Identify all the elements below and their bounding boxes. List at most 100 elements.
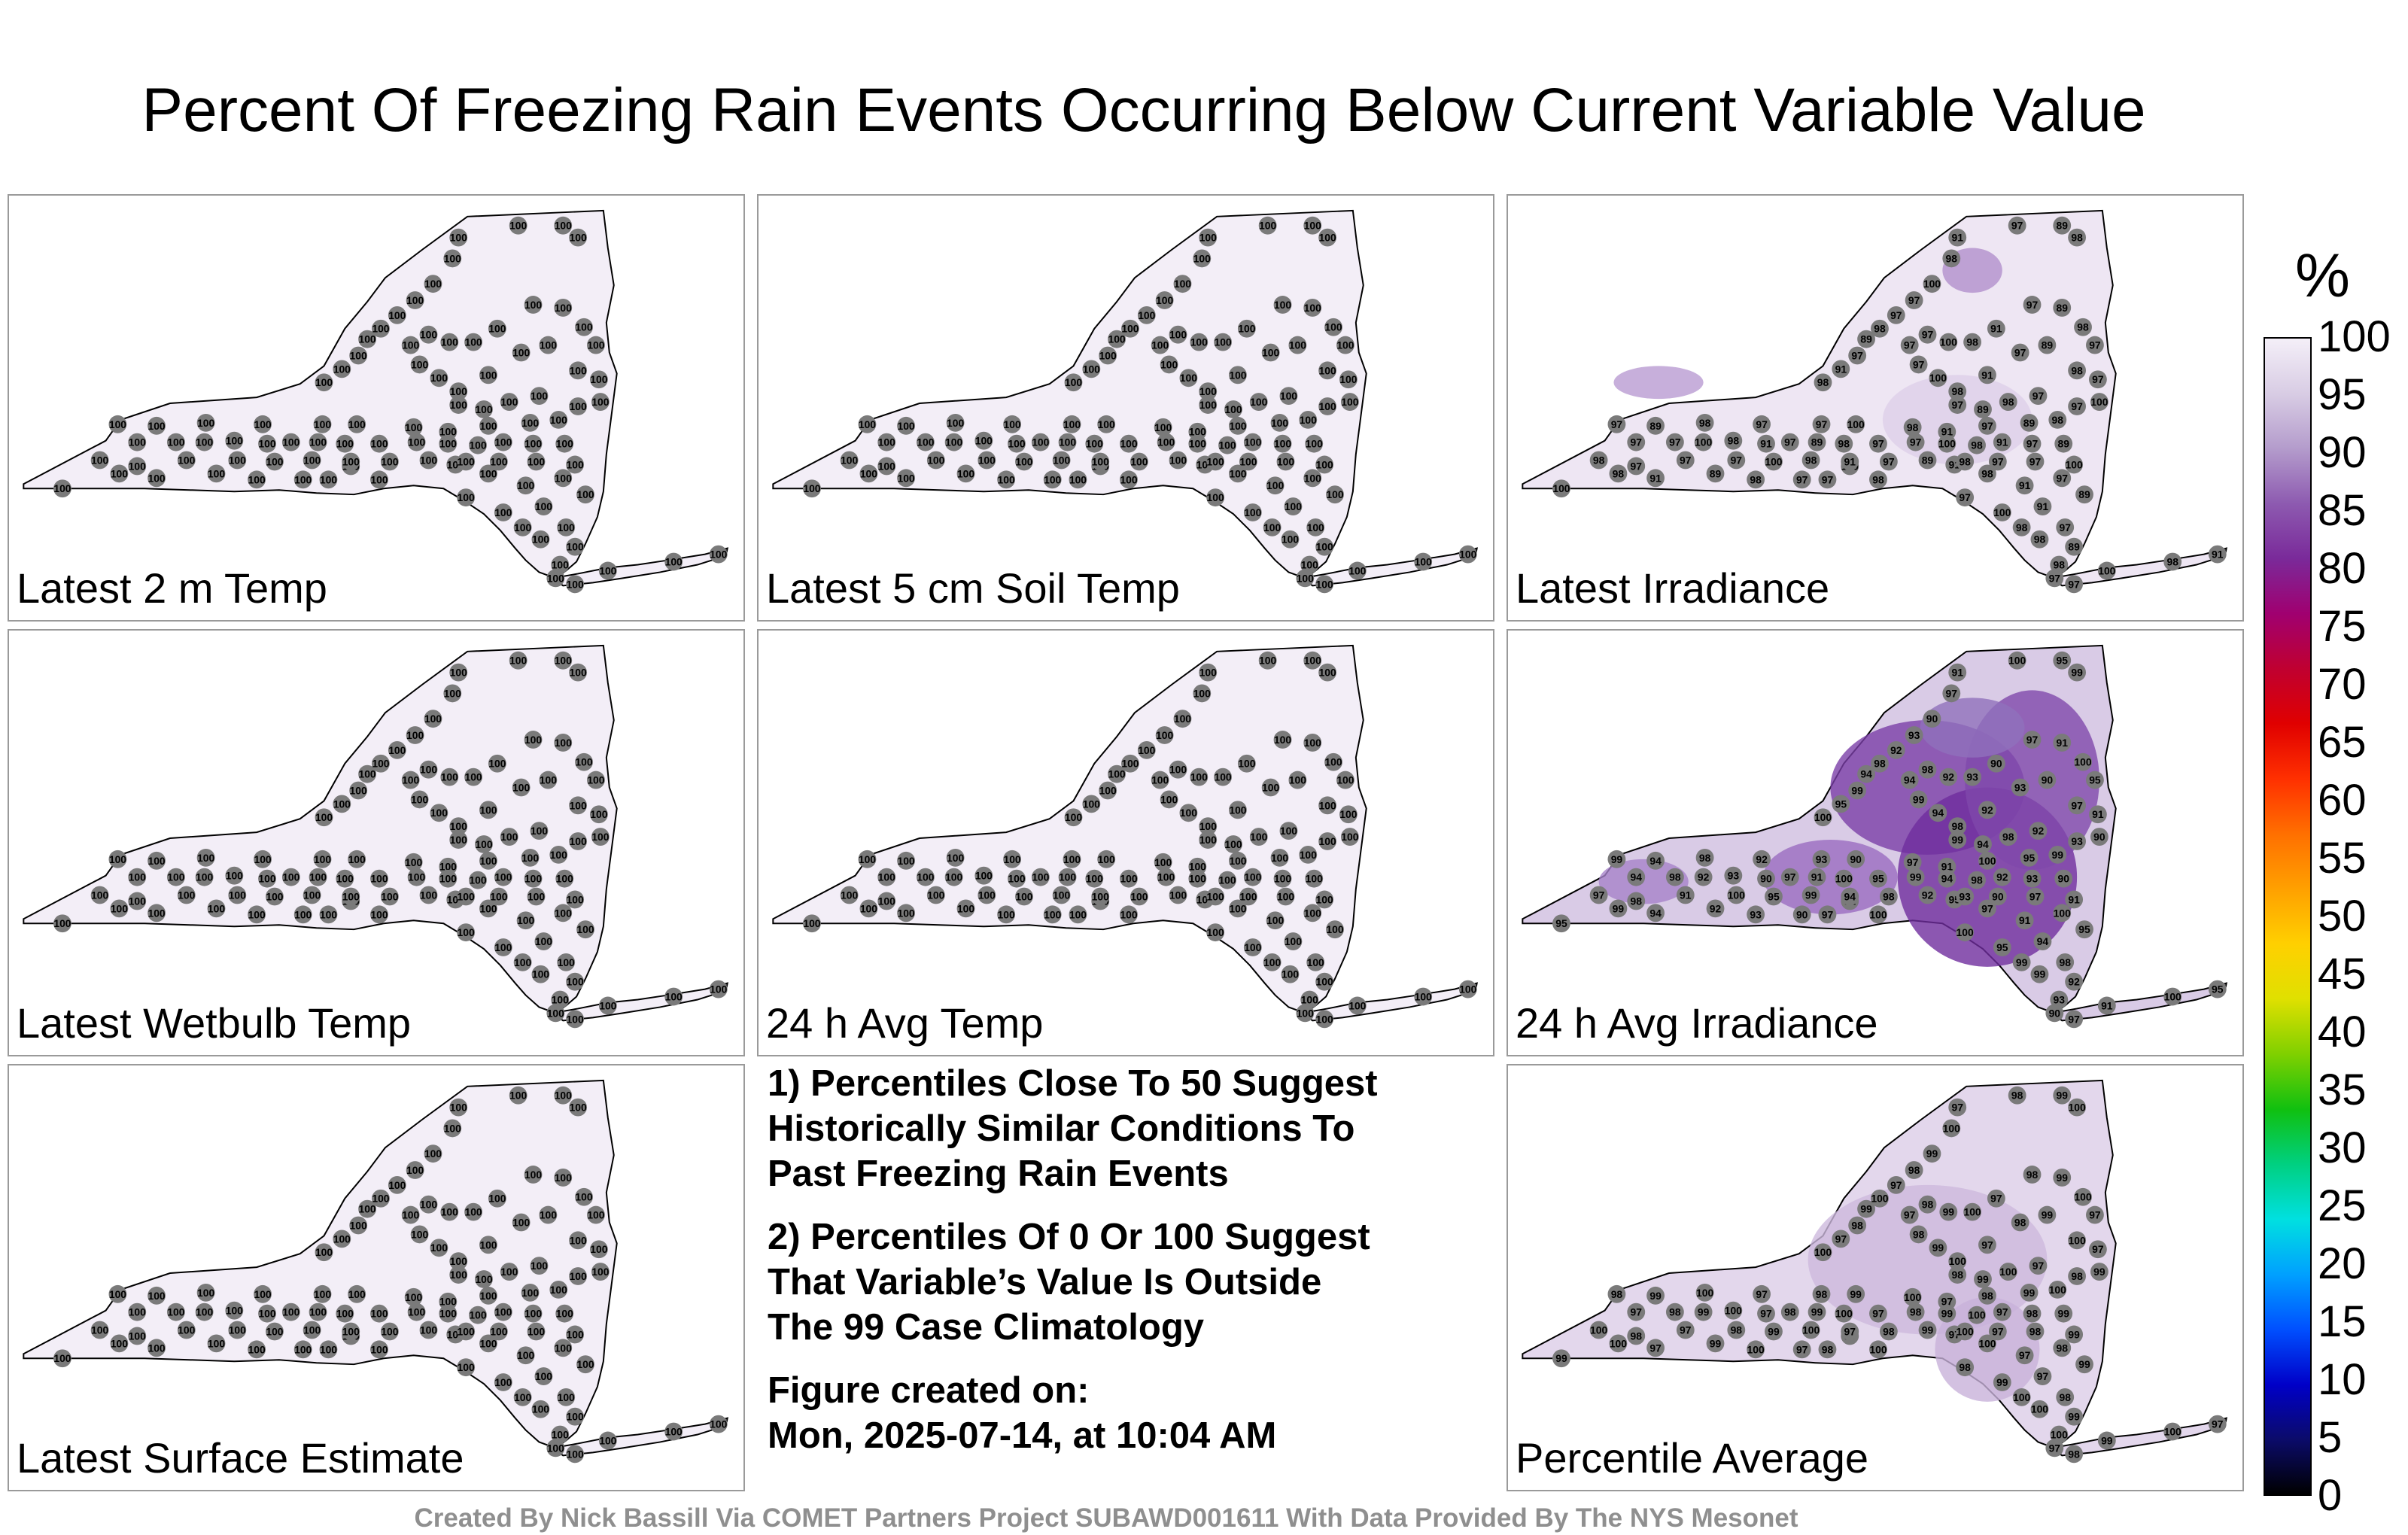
station-value: 100 (803, 917, 820, 929)
station-value: 100 (1065, 811, 1082, 823)
station-marker: 99 (1906, 868, 1925, 886)
station-marker: 100 (1305, 434, 1324, 453)
station-value: 100 (167, 1306, 184, 1318)
station-marker: 99 (1694, 1302, 1713, 1321)
station-value: 100 (178, 889, 195, 901)
station-value: 94 (1844, 890, 1856, 902)
station-marker: 90 (1987, 754, 2005, 773)
station-marker: 98 (1879, 887, 1898, 906)
station-marker: 100 (488, 754, 506, 773)
station-value: 100 (494, 871, 512, 883)
station-marker: 97 (2065, 575, 2084, 594)
station-marker: 100 (509, 1086, 528, 1105)
station-marker: 100 (1305, 869, 1324, 888)
station-marker: 100 (2065, 455, 2084, 474)
station-marker: 99 (2053, 1086, 2072, 1105)
station-value: 97 (2057, 472, 2069, 484)
station-value: 98 (1874, 323, 1886, 335)
station-marker: 100 (1847, 415, 1865, 433)
station-value: 100 (1207, 491, 1224, 503)
station-marker: 100 (554, 1339, 573, 1357)
station-value: 100 (1262, 781, 1279, 793)
station-marker: 100 (479, 1286, 497, 1305)
station-marker: 100 (457, 452, 476, 471)
station-marker: 100 (1218, 871, 1236, 889)
station-value: 100 (975, 870, 993, 882)
station-value: 100 (535, 935, 552, 947)
station-marker: 100 (1318, 228, 1337, 247)
station-marker: 100 (1296, 1004, 1315, 1023)
station-marker: 99 (2075, 1355, 2093, 1374)
station-value: 100 (1263, 956, 1281, 968)
station-value: 97 (2049, 572, 2061, 584)
station-marker: 100 (407, 433, 426, 451)
station-value: 100 (147, 855, 165, 867)
station-value: 100 (420, 889, 437, 901)
station-value: 100 (1304, 302, 1321, 314)
station-marker: 100 (512, 343, 531, 362)
station-value: 100 (947, 852, 964, 864)
station-marker: 100 (1199, 831, 1218, 849)
station-value: 100 (532, 533, 549, 546)
station-value: 100 (1274, 734, 1291, 746)
station-marker: 100 (1154, 418, 1172, 436)
station-value: 100 (521, 417, 539, 429)
station-marker: 98 (1724, 431, 1743, 450)
station-value: 98 (1816, 1288, 1828, 1300)
station-value: 91 (2019, 479, 2031, 491)
station-value: 100 (479, 420, 497, 432)
station-value: 100 (947, 417, 964, 429)
station-marker: 100 (509, 651, 528, 670)
note-2: 2) Percentiles Of 0 Or 100 Suggest That … (768, 1214, 1475, 1350)
station-marker: 98 (1780, 1302, 1799, 1321)
station-marker: 98 (1956, 452, 1975, 471)
station-value: 100 (494, 436, 512, 448)
station-marker: 100 (464, 768, 482, 786)
station-value: 100 (1835, 873, 1853, 885)
station-marker: 100 (1199, 817, 1218, 836)
station-marker: 100 (494, 1302, 512, 1321)
station-marker: 100 (546, 569, 565, 588)
station-marker: 97 (2023, 296, 2042, 314)
station-marker: 100 (370, 470, 388, 489)
station-value: 100 (1174, 713, 1191, 725)
station-marker: 100 (598, 1431, 617, 1450)
station-value: 97 (1946, 687, 1958, 699)
station-value: 100 (1336, 339, 1354, 351)
station-value: 100 (53, 1352, 71, 1364)
station-marker: 100 (859, 899, 878, 918)
station-value: 99 (2034, 968, 2046, 980)
station-marker: 100 (1190, 333, 1209, 351)
station-value: 100 (53, 917, 71, 929)
station-marker: 100 (53, 914, 71, 933)
station-value: 90 (2093, 831, 2105, 843)
colorbar-tick-label: 25 (2318, 1181, 2367, 1230)
colorbar-tick-label: 85 (2318, 486, 2367, 535)
station-value: 100 (567, 1411, 584, 1423)
station-marker: 100 (664, 552, 683, 571)
station-value: 100 (229, 889, 246, 901)
station-marker: 100 (424, 710, 442, 728)
station-value: 100 (1725, 1305, 1742, 1317)
station-value: 100 (1130, 455, 1148, 467)
station-value: 97 (2033, 1260, 2045, 1272)
station-marker: 100 (516, 911, 535, 930)
station-value: 100 (1259, 655, 1276, 667)
station-value: 100 (370, 473, 388, 485)
station-value: 100 (1244, 871, 1261, 883)
station-value: 100 (258, 438, 275, 450)
station-marker: 100 (1229, 851, 1247, 870)
station-marker: 90 (1923, 710, 1941, 728)
station-value: 100 (1044, 473, 1061, 485)
station-marker: 98 (1627, 1327, 1646, 1345)
station-marker: 97 (2023, 434, 2042, 453)
station-marker: 100 (333, 1230, 351, 1248)
station-value: 100 (1266, 914, 1284, 926)
station-marker: 100 (664, 1422, 683, 1441)
station-marker: 100 (566, 1445, 585, 1464)
station-value: 100 (441, 336, 458, 348)
station-marker: 100 (449, 663, 468, 682)
station-marker: 100 (1224, 400, 1242, 418)
station-value: 100 (555, 302, 572, 314)
station-marker: 93 (1905, 726, 1923, 744)
